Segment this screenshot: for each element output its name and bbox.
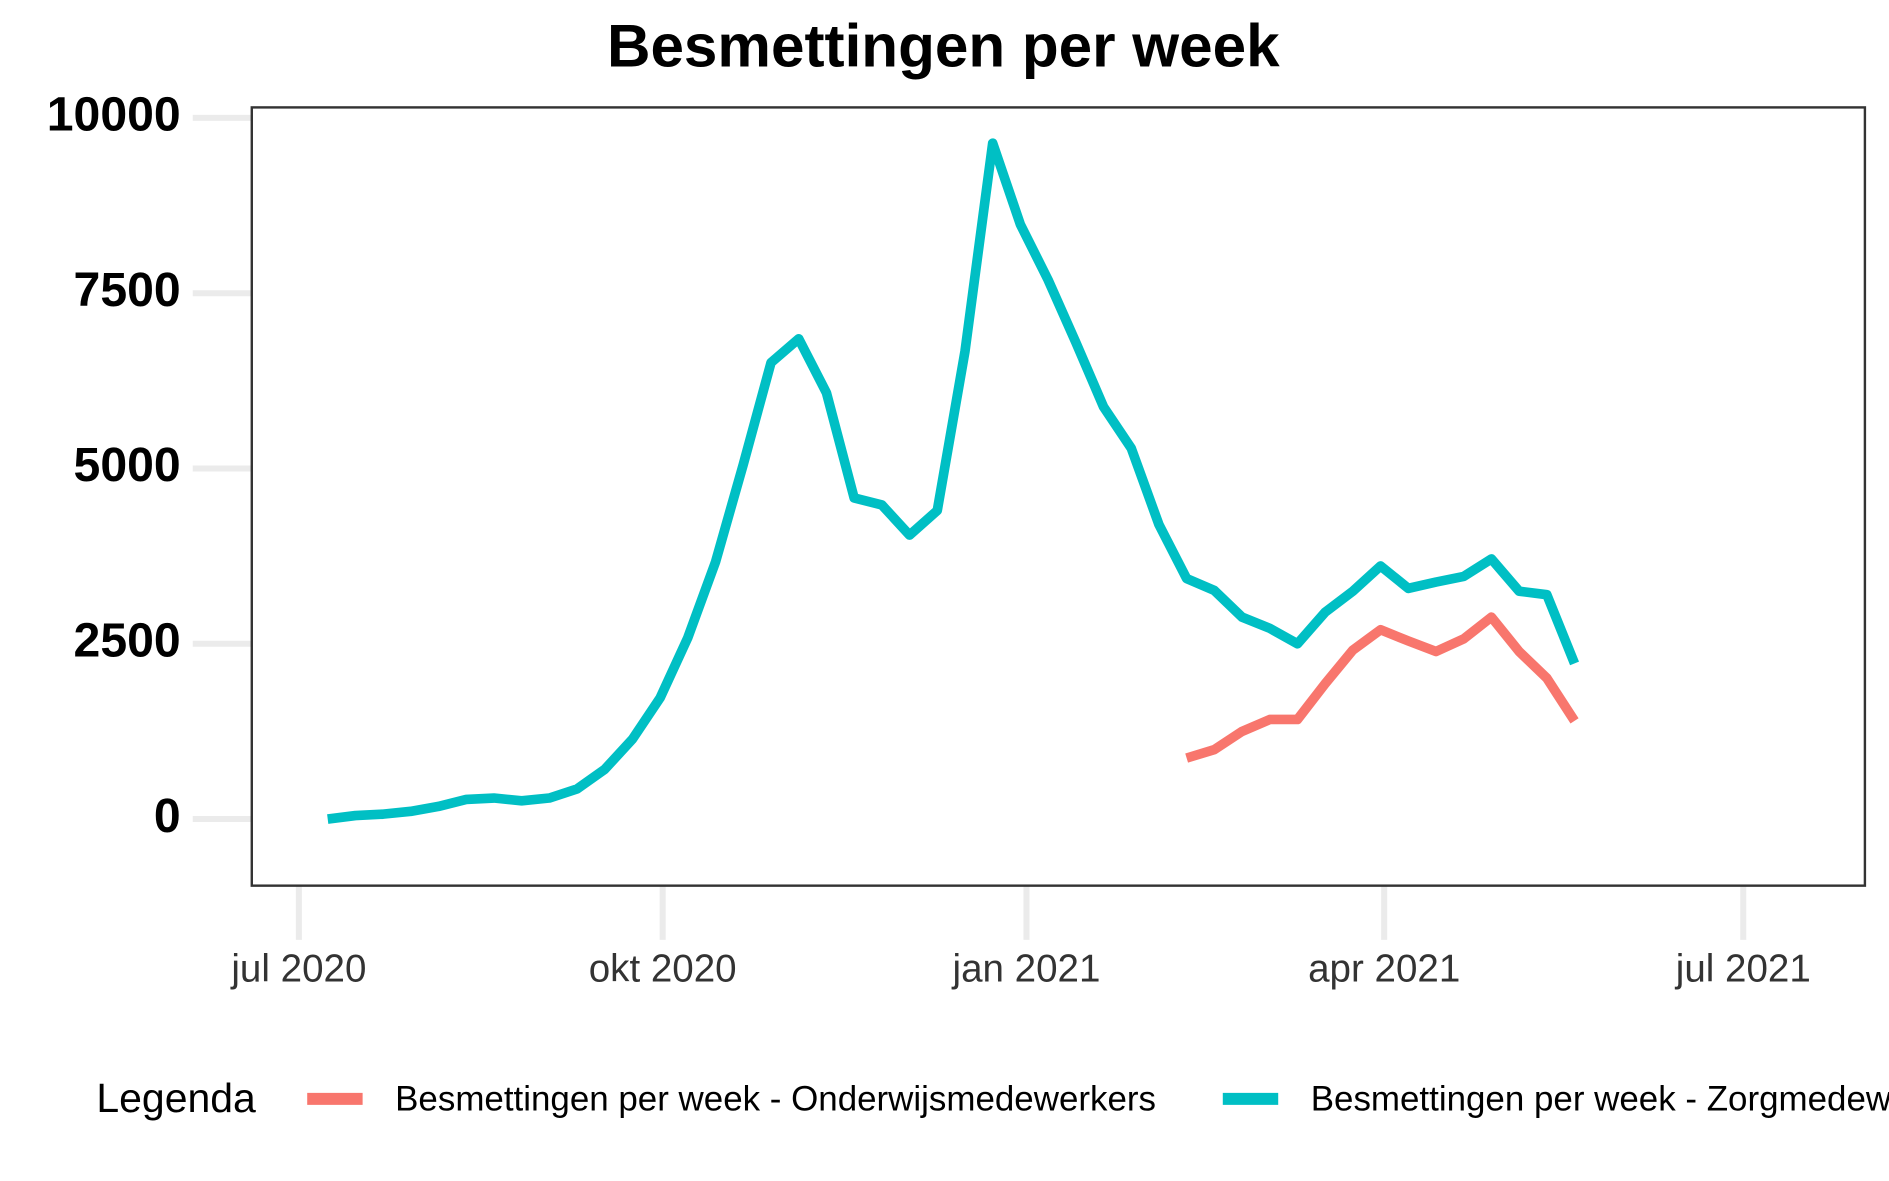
x-tick-label: jan 2021 [952, 947, 1101, 990]
legend-label: Besmettingen per week - Zorgmedewerkers [1311, 1080, 1889, 1119]
x-tick-label: okt 2020 [589, 947, 737, 990]
x-tick-label: jul 2020 [230, 947, 366, 990]
y-tick-label: 2500 [74, 614, 181, 668]
y-tick-label: 0 [154, 789, 181, 843]
y-tick-label: 5000 [74, 438, 181, 492]
x-tick-label: jul 2021 [1675, 947, 1811, 990]
series-line [1185, 612, 1579, 763]
series-line [327, 138, 1580, 824]
legend-title: Legenda [96, 1075, 256, 1121]
x-tick-label: apr 2021 [1308, 947, 1460, 990]
legend-label: Besmettingen per week - Onderwijsmedewer… [395, 1080, 1156, 1119]
chart-title: Besmettingen per week [607, 12, 1280, 80]
y-tick-label: 10000 [47, 88, 181, 142]
plot-border [250, 106, 1867, 887]
y-tick-label: 7500 [74, 263, 181, 317]
